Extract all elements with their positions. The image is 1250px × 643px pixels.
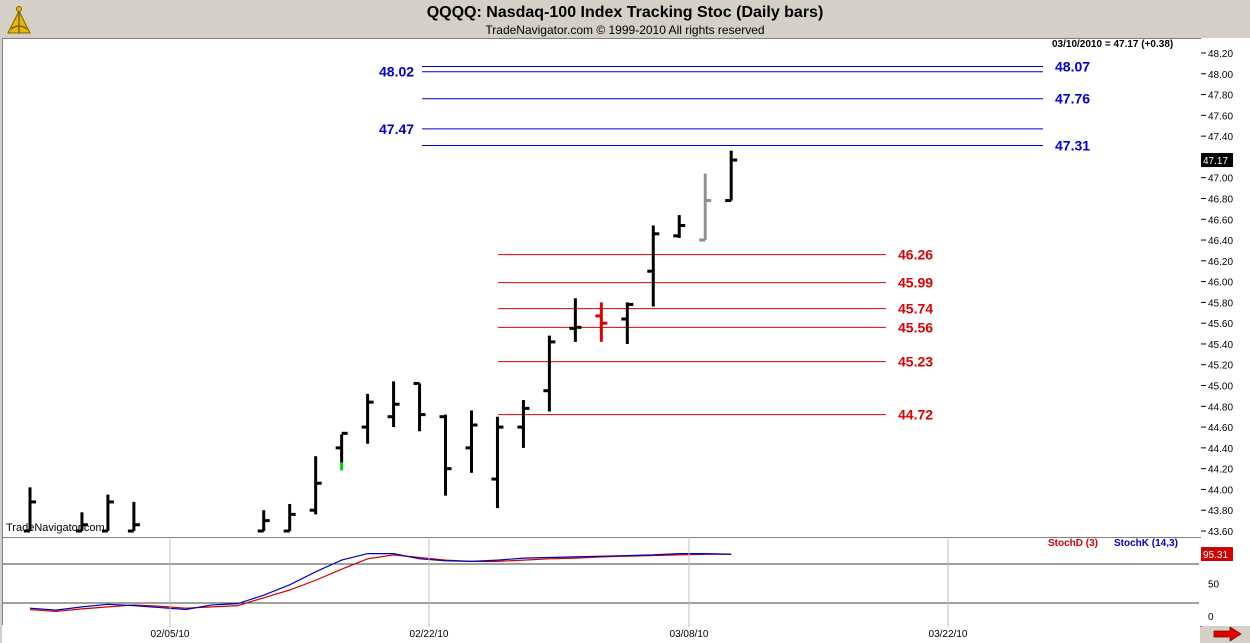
level-label: 44.72 bbox=[898, 407, 933, 423]
price-tick-label: 48.20 bbox=[1208, 49, 1233, 60]
ohlc-bars bbox=[24, 150, 738, 533]
arrow-right-icon[interactable] bbox=[1212, 627, 1242, 641]
date-tick-label: 02/22/10 bbox=[410, 629, 449, 640]
price-tick-label: 47.60 bbox=[1208, 111, 1233, 122]
date-tick-label: 03/22/10 bbox=[929, 629, 968, 640]
price-tick-label: 44.60 bbox=[1208, 423, 1233, 434]
level-label: 46.26 bbox=[898, 247, 933, 263]
chart-title: QQQQ: Nasdaq-100 Index Tracking Stoc (Da… bbox=[426, 4, 824, 21]
price-tick-label: 44.40 bbox=[1208, 444, 1233, 455]
last-price-tag bbox=[1201, 153, 1233, 168]
watermark: TradeNavigator.com bbox=[6, 522, 105, 534]
price-tick-label: 44.20 bbox=[1208, 465, 1233, 476]
stochastic-panel[interactable] bbox=[2, 537, 1202, 627]
level-label: 47.31 bbox=[1055, 137, 1090, 153]
price-tick-label: 44.00 bbox=[1208, 485, 1233, 496]
legend-stochk: StochK (14,3) bbox=[1114, 538, 1178, 549]
level-label: 47.76 bbox=[1055, 91, 1090, 107]
level-label: 45.23 bbox=[898, 354, 933, 370]
price-tick-label: 45.40 bbox=[1208, 340, 1233, 351]
price-panel[interactable] bbox=[2, 38, 1202, 538]
price-tick-label: 46.80 bbox=[1208, 194, 1233, 205]
price-tick-label: 45.60 bbox=[1208, 319, 1233, 330]
price-tick-label: 43.60 bbox=[1208, 527, 1233, 538]
level-label: 45.74 bbox=[898, 301, 933, 317]
level-label: 48.02 bbox=[379, 64, 414, 80]
last-price-info: 03/10/2010 = 47.17 (+0.38) bbox=[1052, 39, 1174, 50]
price-tick-label: 47.80 bbox=[1208, 91, 1233, 102]
price-tick-label: 44.80 bbox=[1208, 402, 1233, 413]
date-axis bbox=[2, 625, 1200, 643]
level-label: 48.07 bbox=[1055, 59, 1090, 75]
date-tick-label: 03/08/10 bbox=[670, 629, 709, 640]
stoch-line-k bbox=[29, 552, 732, 611]
price-axis bbox=[1201, 38, 1250, 626]
price-tick-label: 45.80 bbox=[1208, 298, 1233, 309]
price-tick-label: 43.80 bbox=[1208, 506, 1233, 517]
price-tick-label: 46.00 bbox=[1208, 278, 1233, 289]
price-tick-label: 47.00 bbox=[1208, 174, 1233, 185]
price-tick-label: 46.40 bbox=[1208, 236, 1233, 247]
level-label: 47.47 bbox=[379, 121, 414, 137]
sextant-icon bbox=[7, 6, 31, 34]
price-tick-label: 45.20 bbox=[1208, 361, 1233, 372]
chart-subtitle: TradeNavigator.com © 1999-2010 All right… bbox=[485, 23, 765, 37]
price-tick-label: 45.00 bbox=[1208, 382, 1233, 393]
stoch-line-d bbox=[29, 553, 732, 613]
stoch-tick-label: 0 bbox=[1208, 612, 1214, 623]
stoch-last-label: 95.31 bbox=[1203, 550, 1228, 561]
price-tick-label: 46.60 bbox=[1208, 215, 1233, 226]
level-label: 45.99 bbox=[898, 275, 933, 291]
level-label: 45.56 bbox=[898, 319, 933, 335]
price-tick-label: 46.20 bbox=[1208, 257, 1233, 268]
date-tick-label: 02/05/10 bbox=[151, 629, 190, 640]
last-price-label: 47.17 bbox=[1203, 156, 1228, 167]
price-tick-label: 48.00 bbox=[1208, 70, 1233, 81]
legend-stochd: StochD (3) bbox=[1048, 538, 1098, 549]
price-tick-label: 47.40 bbox=[1208, 132, 1233, 143]
stoch-tick-label: 50 bbox=[1208, 580, 1220, 591]
stoch-last-tag bbox=[1201, 547, 1233, 562]
